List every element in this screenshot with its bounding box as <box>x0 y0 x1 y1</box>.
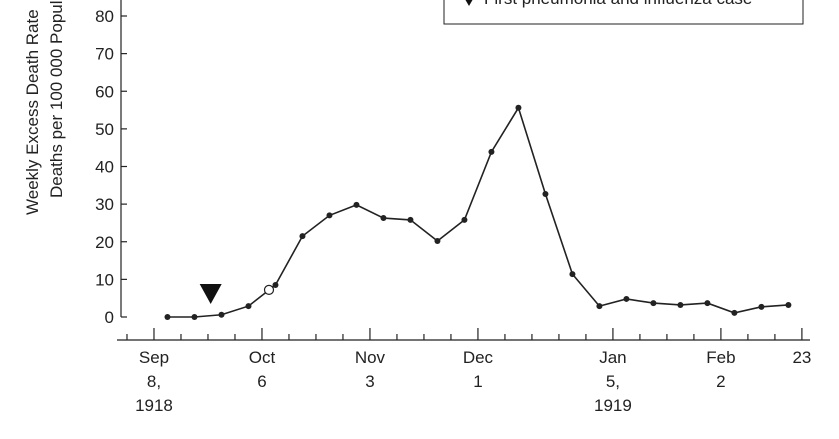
data-point <box>515 104 522 111</box>
data-point <box>380 215 387 222</box>
x-tick-label: Oct 6 <box>249 348 276 391</box>
legend-triangle <box>465 0 473 6</box>
legend-label: First pneumonia and influenza case <box>484 0 752 8</box>
y-tick-label: 0 <box>105 308 114 327</box>
data-point <box>353 201 360 208</box>
data-point <box>677 301 684 308</box>
data-point <box>542 190 549 197</box>
data-point <box>164 314 171 320</box>
y-axis-label: Deaths per 100 000 Population <box>47 0 66 198</box>
data-point <box>731 309 738 316</box>
y-tick-label: 30 <box>95 195 114 214</box>
data-point <box>758 303 765 310</box>
x-tick-label: Dec 1 <box>463 348 494 391</box>
data-point <box>245 303 252 310</box>
y-axis-label: Weekly Excess Death Rate <box>23 9 42 215</box>
y-tick-label: 70 <box>95 45 114 64</box>
y-tick-label: 10 <box>95 270 114 289</box>
data-point <box>461 216 468 223</box>
x-tick-label: Jan 5, 1919 <box>594 348 632 415</box>
y-tick-label: 60 <box>95 82 114 101</box>
data-point <box>596 303 603 310</box>
first-case-marker <box>199 284 222 304</box>
data-point <box>704 300 711 307</box>
data-point <box>623 295 630 302</box>
data-point <box>785 301 792 308</box>
data-point <box>191 314 198 320</box>
data-point <box>434 237 441 244</box>
data-point <box>488 148 495 155</box>
y-tick-label: 50 <box>95 120 114 139</box>
x-tick-label: Feb 2 <box>706 348 735 391</box>
data-point <box>299 233 306 240</box>
data-point <box>272 282 279 289</box>
y-tick-label: 80 <box>95 7 114 26</box>
data-point <box>326 212 333 219</box>
y-tick-label: 40 <box>95 158 114 177</box>
x-tick-label: Nov 3 <box>355 348 386 391</box>
data-line <box>167 105 789 318</box>
legend-box <box>443 0 804 25</box>
data-point <box>218 311 225 318</box>
data-point <box>650 300 657 307</box>
y-tick-label: 20 <box>95 233 114 252</box>
open-marker <box>263 284 275 296</box>
x-tick-label: 23 <box>792 348 811 367</box>
data-point <box>569 271 576 278</box>
x-tick-label: Sep 8, 1918 <box>135 348 173 415</box>
data-point <box>407 216 414 223</box>
